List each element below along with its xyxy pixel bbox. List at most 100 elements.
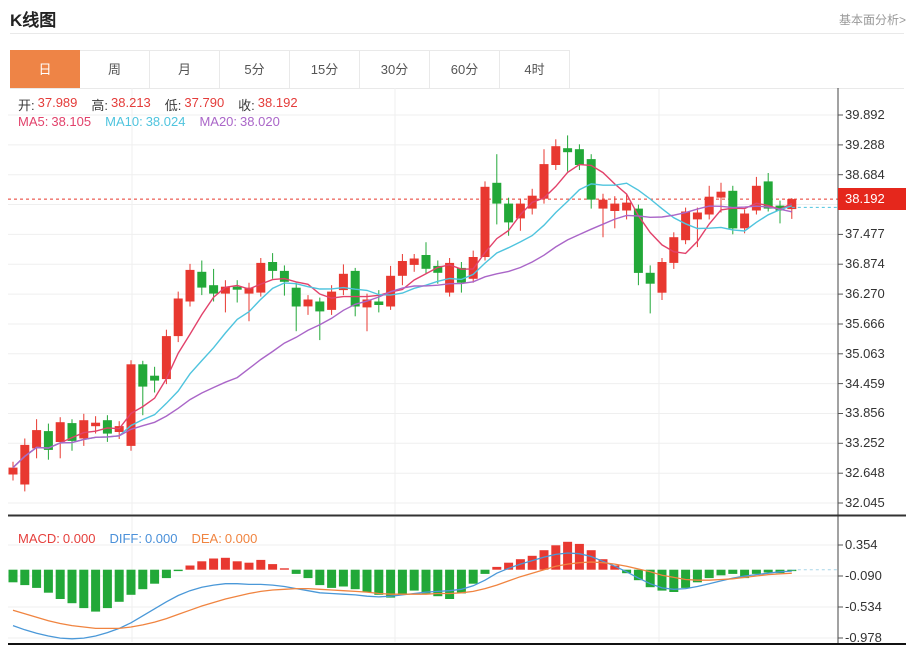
tab-5分[interactable]: 5分 [220, 50, 290, 88]
candle [397, 261, 407, 276]
candle [220, 286, 230, 294]
open-label: 开: [18, 98, 35, 113]
ohlc-readout: 开: 37.989 高: 38.213 低: 37.790 收: 38.192 [18, 95, 298, 114]
candle [480, 186, 490, 257]
candles-layer [8, 135, 797, 492]
diff-value: 0.000 [144, 531, 178, 546]
price-axis-label: 37.477 [845, 226, 885, 242]
candle [669, 237, 679, 263]
candle [598, 199, 608, 209]
price-axis-label: 33.252 [845, 435, 885, 451]
ma-readout: MA5: 38.105 MA10: 38.024 MA20: 38.020 [18, 114, 280, 129]
tab-4时[interactable]: 4时 [500, 50, 570, 88]
macd-value: 0.000 [62, 531, 96, 546]
candle [244, 287, 254, 294]
candle [622, 202, 632, 211]
macd-axis-label: -0.534 [845, 599, 882, 614]
candle [232, 286, 242, 290]
candle [91, 422, 101, 427]
candle [456, 267, 466, 283]
header-divider [10, 33, 904, 34]
price-axis-label: 38.684 [845, 166, 885, 182]
macd-readout: MACD: 0.000 DIFF: 0.000 DEA: 0.000 [18, 531, 257, 546]
candle [433, 265, 443, 273]
tab-周[interactable]: 周 [80, 50, 150, 88]
macd-axis-label: -0.978 [845, 630, 882, 645]
candle [492, 182, 502, 204]
price-axis-label: 34.459 [845, 375, 885, 391]
candle [751, 185, 761, 211]
tab-15分[interactable]: 15分 [290, 50, 360, 88]
dea-label: DEA: [191, 531, 222, 546]
candle [102, 420, 112, 434]
price-axis-label: 39.288 [845, 136, 885, 152]
tab-月[interactable]: 月 [150, 50, 220, 88]
tab-30分[interactable]: 30分 [360, 50, 430, 88]
candle [150, 375, 160, 381]
candle [716, 191, 726, 198]
price-axis-label: 36.874 [845, 256, 885, 272]
candle [563, 148, 573, 153]
candle [55, 422, 65, 442]
candle [610, 203, 620, 211]
candle [763, 181, 773, 209]
candle [362, 299, 372, 308]
candle [633, 208, 643, 273]
page-title: K线图 [10, 11, 57, 30]
ma20-line [12, 205, 792, 469]
ma10-label: MA10: [105, 114, 143, 129]
tab-60分[interactable]: 60分 [430, 50, 500, 88]
candle [681, 211, 691, 241]
candle [43, 431, 53, 450]
candle [138, 364, 148, 387]
macd-axis-label: -0.090 [845, 568, 882, 583]
price-axis-label: 33.856 [845, 405, 885, 421]
price-axis-label: 35.666 [845, 315, 885, 331]
candle [645, 272, 655, 284]
high-value: 38.213 [111, 95, 151, 110]
candle [79, 420, 89, 439]
candle [445, 262, 455, 293]
low-value: 37.790 [184, 95, 225, 110]
ma5-label: MA5: [18, 114, 49, 129]
ma5-value: 38.105 [51, 114, 92, 129]
candle [291, 287, 301, 307]
moving-average-layer [12, 163, 838, 469]
macd-axis-label: 0.354 [845, 537, 878, 552]
candle [374, 301, 384, 305]
interval-tabbar: 日周月 5分 15分 30分 60分 4时 [10, 50, 904, 89]
candle [268, 262, 278, 271]
candle [256, 262, 266, 293]
ma20-value: 38.020 [240, 114, 280, 129]
last-price-flag: 38.192 [838, 188, 906, 210]
macd-layer [8, 541, 838, 640]
dea-line [12, 561, 792, 630]
ma10-value: 38.024 [145, 114, 186, 129]
ma5-line [12, 163, 793, 469]
candle [8, 467, 18, 475]
candle [67, 423, 77, 441]
candle [32, 430, 42, 449]
candle [657, 262, 667, 293]
tab-日[interactable]: 日 [10, 50, 80, 88]
close-label: 收: [238, 98, 255, 113]
candle [338, 273, 348, 291]
candle [173, 298, 183, 337]
candle [327, 291, 337, 310]
candle [421, 255, 431, 269]
fundamental-analysis-link[interactable]: 基本面分析> [838, 13, 906, 27]
candle [20, 444, 30, 485]
candle [126, 364, 136, 446]
diff-label: DIFF: [109, 531, 142, 546]
candle [315, 301, 325, 312]
dea-value: 0.000 [224, 531, 258, 546]
candle [539, 164, 549, 199]
ma20-label: MA20: [199, 114, 238, 129]
candle [728, 190, 738, 229]
candle [409, 258, 419, 265]
diff-line [12, 552, 792, 640]
high-label: 高: [91, 98, 109, 113]
price-axis-label: 35.063 [845, 345, 885, 361]
candle [515, 203, 525, 219]
